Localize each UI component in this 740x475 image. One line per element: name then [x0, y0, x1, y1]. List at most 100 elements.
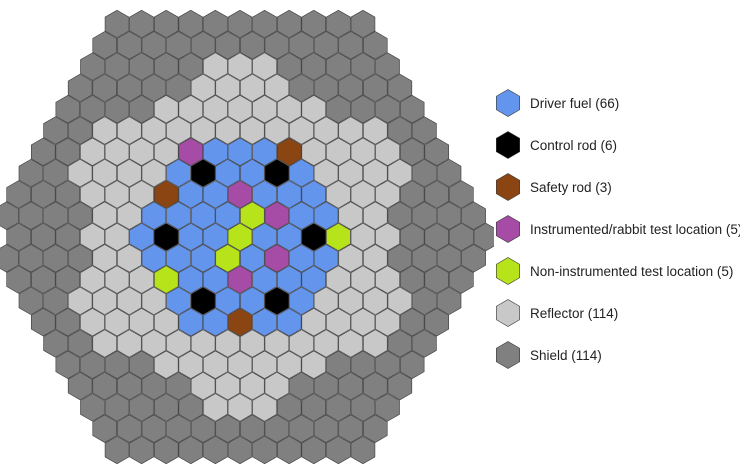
reflector-assembly: [92, 158, 117, 188]
shield-assembly: [412, 116, 437, 145]
shield-assembly: [252, 435, 277, 465]
shield-assembly: [129, 435, 154, 465]
shield-assembly: [338, 31, 363, 60]
reflector-assembly: [313, 329, 339, 358]
shield-assembly: [30, 222, 56, 252]
driver-assembly: [129, 222, 154, 252]
shield-assembly: [412, 286, 437, 316]
shield-assembly: [129, 350, 154, 379]
driver-assembly: [313, 201, 339, 230]
legend-label: Instrumented/rabbit test location (5): [530, 221, 740, 237]
shield-assembly: [80, 52, 105, 81]
legend-item-reflector: Reflector (114): [494, 292, 740, 334]
reflector-assembly: [301, 137, 327, 166]
shield-assembly: [153, 9, 179, 39]
shield-assembly: [301, 393, 327, 422]
shield-assembly: [301, 435, 327, 465]
reflector-assembly: [104, 180, 130, 209]
driver-assembly: [276, 222, 302, 252]
shield-assembly: [338, 73, 363, 103]
shield-assembly: [412, 329, 437, 358]
shield-assembly: [30, 265, 56, 294]
reflector-assembly: [141, 158, 167, 188]
reflector-assembly: [264, 371, 290, 401]
reflector-assembly: [264, 329, 290, 358]
reflector-assembly: [178, 95, 204, 124]
instrumented-assembly: [227, 265, 253, 294]
driver-assembly: [215, 286, 240, 316]
shield-assembly: [350, 435, 376, 465]
shield-assembly: [104, 350, 130, 379]
reflector-assembly: [117, 286, 142, 316]
reflector-assembly: [338, 329, 363, 358]
reflector-assembly: [326, 265, 351, 294]
shield-assembly: [55, 95, 81, 124]
driver-assembly: [276, 265, 302, 294]
reflector-assembly: [153, 350, 179, 379]
shield-assembly: [326, 9, 351, 39]
shield-assembly: [104, 393, 130, 422]
shield-assembly: [412, 201, 437, 230]
shield-assembly: [43, 158, 68, 188]
driver-assembly: [166, 158, 191, 188]
shield-assembly: [141, 414, 167, 443]
shield-assembly: [473, 222, 494, 252]
reflector-assembly: [117, 201, 142, 230]
shield-assembly: [301, 52, 327, 81]
reflector-assembly: [215, 73, 240, 103]
reflector-assembly: [363, 116, 388, 145]
driver-assembly: [178, 222, 204, 252]
reflector-assembly: [276, 350, 302, 379]
shield-assembly: [350, 9, 376, 39]
reflector-assembly: [338, 158, 363, 188]
shield-assembly: [350, 95, 376, 124]
safety-assembly: [276, 137, 302, 166]
instrumented-assembly: [178, 137, 204, 166]
shield-assembly: [215, 31, 240, 60]
reflector-assembly: [375, 180, 400, 209]
shield-assembly: [387, 201, 413, 230]
reflector-assembly: [338, 116, 363, 145]
driver-assembly: [178, 265, 204, 294]
control-assembly: [301, 222, 327, 252]
driver-assembly: [178, 308, 204, 337]
shield-assembly: [166, 31, 191, 60]
reflector-assembly: [264, 73, 290, 103]
noninstrumented-assembly: [240, 201, 265, 230]
shield-assembly: [153, 52, 179, 81]
shield-assembly: [387, 371, 413, 401]
reflector-assembly: [80, 265, 105, 294]
shield-assembly: [276, 393, 302, 422]
shield-assembly: [424, 265, 450, 294]
shield-assembly: [326, 393, 351, 422]
reflector-assembly: [190, 116, 216, 145]
reflector-assembly: [387, 158, 413, 188]
shield-assembly: [276, 52, 302, 81]
reflector-assembly: [227, 393, 253, 422]
reflector-assembly: [153, 308, 179, 337]
shield-assembly: [55, 350, 81, 379]
shield-assembly: [178, 9, 204, 39]
shield-assembly: [129, 393, 154, 422]
shield-assembly: [424, 308, 450, 337]
shield-assembly: [6, 222, 31, 252]
shield-assembly: [363, 371, 388, 401]
reflector-assembly: [166, 329, 191, 358]
shield-assembly: [67, 73, 93, 103]
reflector-assembly: [178, 350, 204, 379]
reflector-assembly: [313, 158, 339, 188]
legend-item-shield: Shield (114): [494, 334, 740, 376]
shield-assembly: [363, 73, 388, 103]
shield-assembly: [449, 265, 474, 294]
reflector-assembly: [215, 329, 240, 358]
reactor-core-map: [0, 9, 494, 465]
driver-assembly: [190, 244, 216, 273]
reflector-assembly: [240, 371, 265, 401]
reflector-assembly: [375, 222, 400, 252]
shield-assembly: [178, 393, 204, 422]
driver-assembly: [166, 201, 191, 230]
shield-assembly: [276, 435, 302, 465]
shield-assembly: [412, 158, 437, 188]
shield-assembly: [141, 31, 167, 60]
shield-assembly: [0, 244, 19, 273]
